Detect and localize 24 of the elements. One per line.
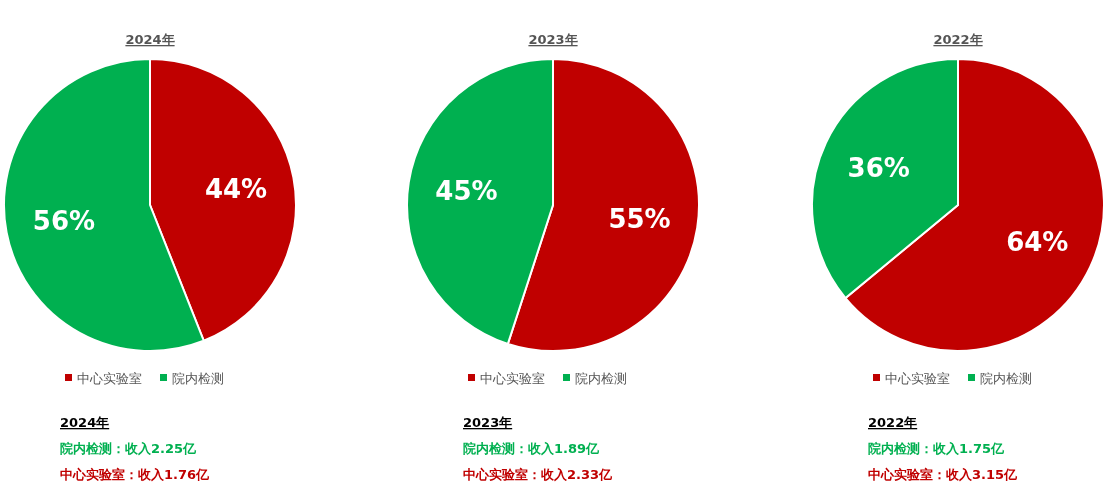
legend-label: 院内检测 <box>172 371 224 386</box>
data-label: 36% <box>847 152 910 183</box>
text: 中心实验室：收入2.33亿 <box>463 467 614 482</box>
text: 2023年 <box>463 415 513 430</box>
text: 2022年 <box>868 415 918 430</box>
text: 院内检测：收入1.75亿 <box>868 441 1006 456</box>
chart-title: 2022年 <box>933 32 983 47</box>
legend-label: 院内检测 <box>980 371 1032 386</box>
legend-label: 中心实验室 <box>77 371 142 386</box>
data-label: 64% <box>1006 227 1069 258</box>
data-label: 44% <box>204 173 268 204</box>
data-label: 55% <box>608 203 671 234</box>
text: 中心实验室：收入1.76亿 <box>60 467 211 482</box>
legend-label: 中心实验室 <box>885 371 950 386</box>
text: 2024年 <box>60 415 110 430</box>
data-label: 45% <box>435 176 498 207</box>
text: 院内检测：收入2.25亿 <box>60 441 198 456</box>
data-label: 56% <box>32 206 96 237</box>
chart-title: 2024年 <box>125 32 175 47</box>
legend-label: 中心实验室 <box>480 371 545 386</box>
legend-label: 院内检测 <box>575 371 627 386</box>
chart-title: 2023年 <box>528 32 578 47</box>
text: 中心实验室：收入3.15亿 <box>868 467 1019 482</box>
text: 院内检测：收入1.89亿 <box>463 441 601 456</box>
